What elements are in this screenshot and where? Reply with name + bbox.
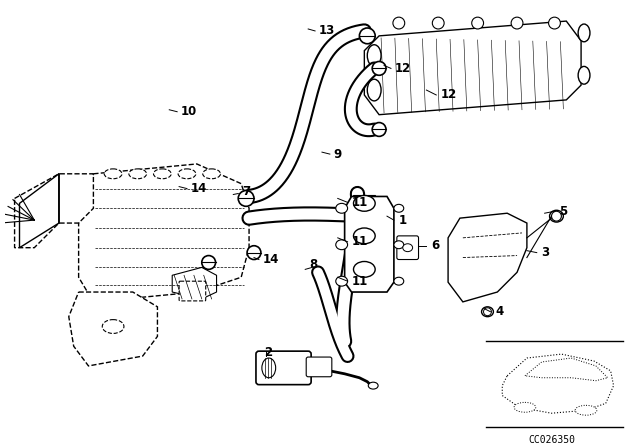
Polygon shape: [172, 267, 216, 299]
Ellipse shape: [353, 228, 375, 244]
Circle shape: [360, 28, 375, 44]
Text: 13: 13: [319, 25, 335, 38]
Text: CC026350: CC026350: [528, 435, 575, 445]
Ellipse shape: [550, 210, 563, 222]
Ellipse shape: [262, 358, 276, 378]
Polygon shape: [79, 164, 249, 302]
Ellipse shape: [178, 169, 196, 179]
Polygon shape: [344, 197, 394, 292]
Text: 1: 1: [399, 214, 407, 227]
Bar: [353, 262, 375, 277]
Text: 9: 9: [334, 147, 342, 160]
Ellipse shape: [104, 169, 122, 179]
Circle shape: [511, 17, 523, 29]
Ellipse shape: [203, 169, 221, 179]
Text: 12: 12: [440, 89, 456, 102]
Circle shape: [393, 17, 404, 29]
Text: 8: 8: [309, 258, 317, 271]
FancyBboxPatch shape: [397, 236, 419, 259]
Ellipse shape: [353, 195, 375, 211]
Polygon shape: [19, 174, 59, 248]
Ellipse shape: [578, 24, 590, 42]
Ellipse shape: [575, 405, 597, 415]
Polygon shape: [364, 21, 581, 115]
Ellipse shape: [336, 240, 348, 250]
Text: 14: 14: [263, 253, 279, 266]
Polygon shape: [448, 213, 527, 302]
Circle shape: [372, 61, 386, 75]
Ellipse shape: [394, 277, 404, 285]
Text: 11: 11: [351, 196, 368, 209]
Ellipse shape: [368, 382, 378, 389]
Text: 4: 4: [495, 305, 504, 318]
Bar: [353, 228, 375, 244]
Text: 14: 14: [191, 182, 207, 195]
Text: 3: 3: [541, 246, 550, 259]
Ellipse shape: [367, 79, 381, 101]
Ellipse shape: [129, 169, 147, 179]
Polygon shape: [15, 174, 93, 248]
Ellipse shape: [403, 244, 413, 252]
Ellipse shape: [336, 276, 348, 286]
Polygon shape: [68, 292, 157, 366]
Ellipse shape: [353, 262, 375, 277]
FancyBboxPatch shape: [256, 351, 311, 385]
Text: 12: 12: [395, 62, 411, 75]
Text: 7: 7: [242, 185, 250, 198]
Text: 11: 11: [351, 275, 368, 288]
Ellipse shape: [394, 241, 404, 249]
Ellipse shape: [514, 402, 536, 412]
Circle shape: [202, 255, 216, 269]
Circle shape: [548, 17, 561, 29]
Polygon shape: [525, 358, 608, 381]
Circle shape: [472, 17, 484, 29]
Circle shape: [484, 308, 492, 316]
Circle shape: [432, 17, 444, 29]
Polygon shape: [502, 354, 614, 413]
Text: 10: 10: [181, 105, 197, 118]
Ellipse shape: [394, 204, 404, 212]
Ellipse shape: [578, 66, 590, 84]
Circle shape: [238, 190, 254, 207]
Circle shape: [247, 246, 261, 259]
Ellipse shape: [481, 307, 493, 317]
Text: 2: 2: [264, 345, 272, 359]
Ellipse shape: [102, 319, 124, 333]
Text: 5: 5: [559, 205, 568, 218]
Bar: [353, 195, 375, 211]
Circle shape: [552, 211, 561, 221]
FancyBboxPatch shape: [179, 281, 205, 301]
Text: 11: 11: [351, 235, 368, 248]
Text: 6: 6: [431, 239, 440, 252]
Ellipse shape: [367, 45, 381, 66]
Ellipse shape: [154, 169, 172, 179]
FancyBboxPatch shape: [306, 357, 332, 377]
Circle shape: [372, 123, 386, 136]
Ellipse shape: [336, 203, 348, 213]
